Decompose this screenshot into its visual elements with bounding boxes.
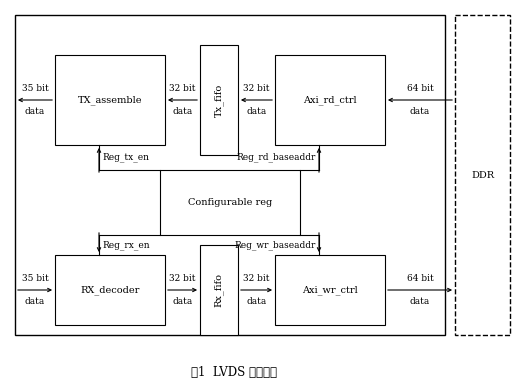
Text: data: data (25, 107, 45, 116)
Text: Configurable reg: Configurable reg (188, 198, 272, 207)
Bar (15, 15, 445, 335)
Text: data: data (246, 297, 267, 306)
Bar (55, 255, 165, 325)
Text: 图1  LVDS 总体结构: 图1 LVDS 总体结构 (191, 365, 277, 379)
Text: TX_assemble: TX_assemble (78, 95, 142, 105)
Text: Reg_tx_en: Reg_tx_en (102, 152, 149, 162)
Text: data: data (172, 107, 192, 116)
Text: data: data (410, 297, 430, 306)
Text: data: data (172, 297, 192, 306)
Text: 32 bit: 32 bit (169, 84, 196, 93)
Text: 35 bit: 35 bit (22, 274, 48, 283)
Bar (160, 170, 300, 235)
Text: Axi_rd_ctrl: Axi_rd_ctrl (303, 95, 357, 105)
Text: Tx_fifo: Tx_fifo (214, 83, 224, 117)
Text: Reg_rx_en: Reg_rx_en (102, 240, 150, 250)
Text: Reg_wr_baseaddr: Reg_wr_baseaddr (235, 240, 316, 250)
Bar (200, 45, 238, 155)
Text: RX_decoder: RX_decoder (80, 285, 140, 295)
Text: DDR: DDR (471, 170, 494, 179)
Text: data: data (410, 107, 430, 116)
Bar (275, 55, 385, 145)
Bar (455, 15, 510, 335)
Text: 32 bit: 32 bit (243, 84, 270, 93)
Text: 64 bit: 64 bit (407, 84, 433, 93)
Text: Reg_rd_baseaddr: Reg_rd_baseaddr (237, 152, 316, 162)
Text: 32 bit: 32 bit (243, 274, 270, 283)
Text: 32 bit: 32 bit (169, 274, 196, 283)
Bar (200, 245, 238, 335)
Bar (55, 55, 165, 145)
Text: Rx_fifo: Rx_fifo (214, 273, 224, 307)
Text: 64 bit: 64 bit (407, 274, 433, 283)
Text: data: data (25, 297, 45, 306)
Text: data: data (246, 107, 267, 116)
Text: 35 bit: 35 bit (22, 84, 48, 93)
Bar (275, 255, 385, 325)
Text: Axi_wr_ctrl: Axi_wr_ctrl (302, 285, 358, 295)
